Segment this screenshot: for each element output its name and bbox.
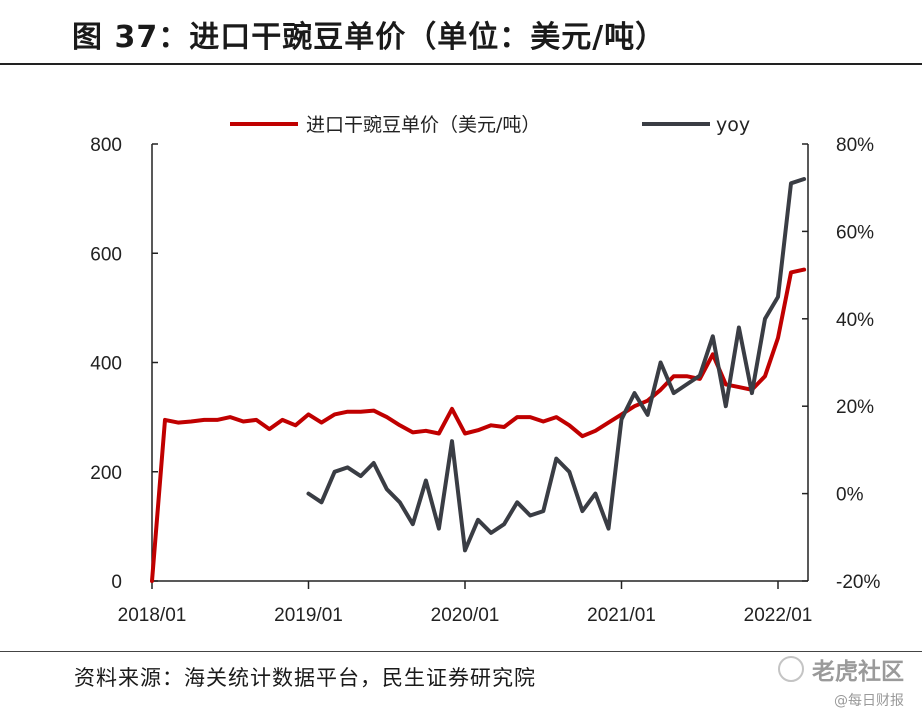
y-right-tick-label: 40% (836, 310, 874, 331)
x-tick-label: 2022/01 (744, 605, 813, 626)
paw-icon (778, 656, 804, 682)
y-left-tick-label: 0 (111, 572, 122, 593)
x-tick-label: 2018/01 (118, 605, 187, 626)
chart-title: 图 37：进口干豌豆单价（单位：美元/吨） (72, 20, 667, 55)
y-left-tick-label: 600 (90, 244, 122, 265)
watermark-brand-text: 老虎社区 (812, 659, 904, 685)
y-left-tick-label: 800 (90, 135, 122, 156)
legend-yoy-label: yoy (716, 114, 750, 136)
footer-divider (0, 651, 922, 652)
y-right-tick-label: 80% (836, 135, 874, 156)
title-divider (0, 63, 922, 65)
y-left-tick-label: 200 (90, 463, 122, 484)
y-right-tick-label: 20% (836, 397, 874, 418)
line-chart: 进口干豌豆单价（美元/吨） yoy 0 200 400 600 800 -20% 0% 20%… (90, 114, 880, 626)
y-left-tick-label: 400 (90, 354, 122, 375)
x-tick-label: 2019/01 (274, 605, 343, 626)
x-tick-label: 2021/01 (587, 605, 656, 626)
legend-price-label: 进口干豌豆单价（美元/吨） (306, 114, 540, 136)
series-layer (150, 177, 807, 583)
x-tick-label: 2020/01 (431, 605, 500, 626)
axes: 0 200 400 600 800 -20% 0% 20% 40% 60% 80% 2018/01 20… (90, 135, 880, 626)
chart-legend: 进口干豌豆单价（美元/吨） yoy (230, 114, 750, 136)
series-line-yoy (306, 177, 807, 553)
y-right-tick-label: -20% (836, 572, 880, 593)
y-right-tick-label: 0% (836, 485, 864, 506)
source-note: 资料来源：海关统计数据平台，民生证券研究院 (74, 666, 536, 690)
series-line-price (150, 267, 807, 583)
watermark-brand: 老虎社区 (778, 652, 904, 686)
y-right-tick-label: 60% (836, 222, 874, 243)
watermark-sub: @每日财报 (834, 693, 904, 709)
